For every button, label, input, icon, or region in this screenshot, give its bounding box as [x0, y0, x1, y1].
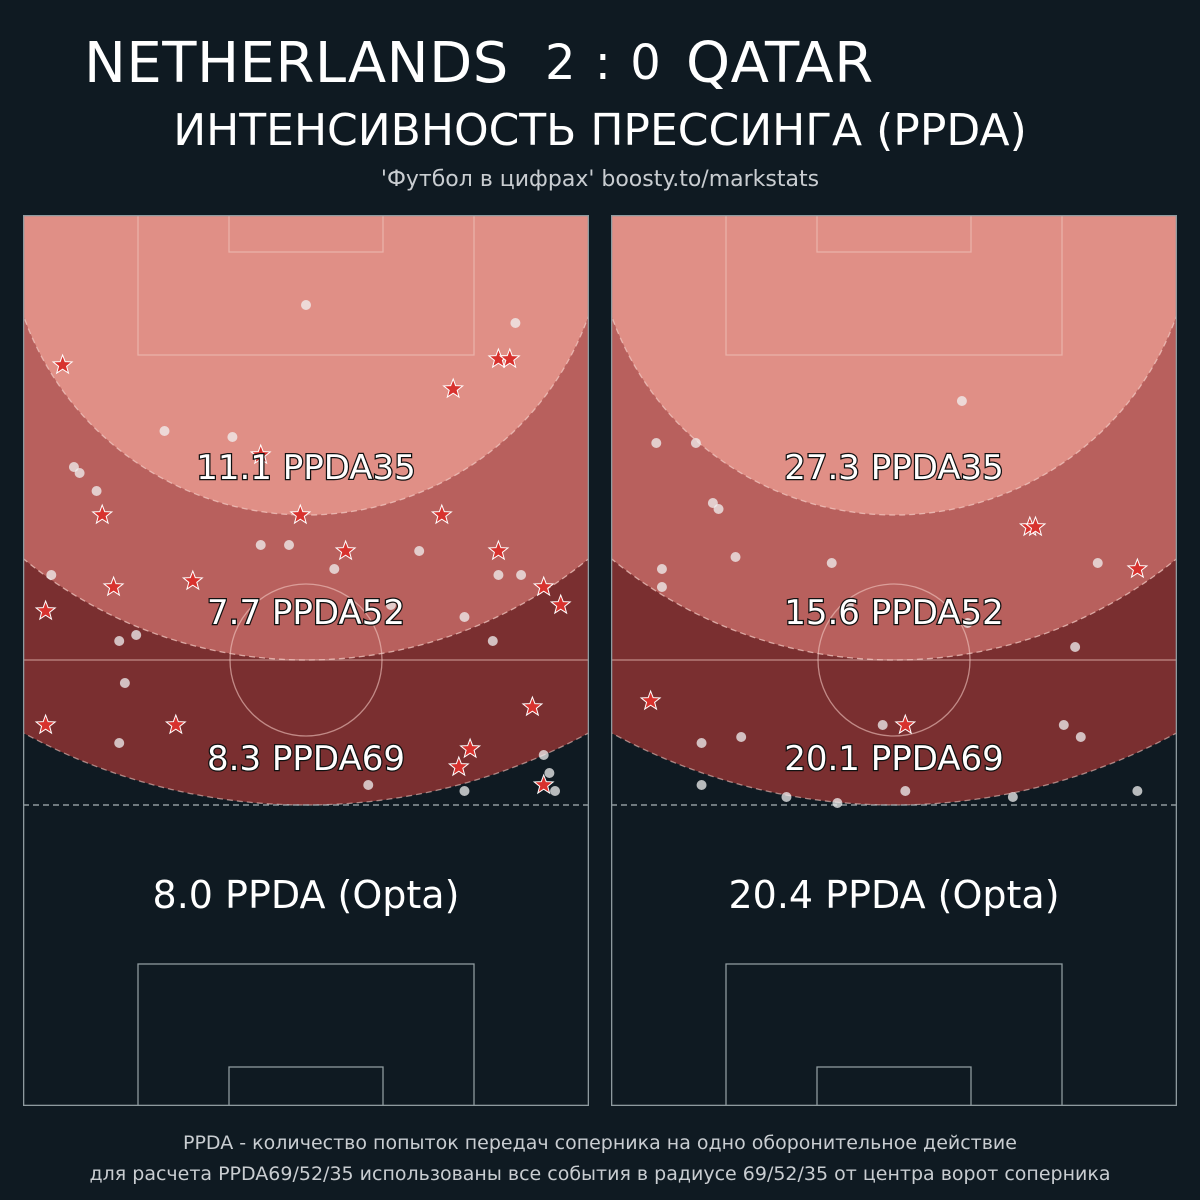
pressure-points	[34, 300, 572, 796]
pass-point	[119, 678, 130, 688]
pass-point	[159, 426, 170, 436]
pass-point	[538, 750, 549, 760]
pass-point	[550, 786, 561, 796]
pass-point	[1092, 558, 1103, 568]
pass-point	[690, 438, 701, 448]
defensive-action-star	[894, 713, 917, 735]
pass-point	[826, 558, 837, 568]
defensive-action-star	[34, 713, 57, 735]
pass-point	[962, 618, 973, 628]
pass-point	[284, 540, 295, 550]
label-ppda-opta: 8.0 PPDA (Opta)	[153, 873, 460, 917]
pressure-points	[639, 396, 1149, 808]
pass-point	[713, 504, 724, 514]
pass-point	[736, 732, 747, 742]
defensive-action-star	[51, 353, 74, 375]
credit-line: 'Футбол в цифрах' boosty.to/markstats	[380, 167, 820, 192]
label-ppda69: 20.1 PPDA69	[784, 739, 1004, 779]
footer-note: PPDA - количество попыток передач соперн…	[0, 1128, 1200, 1190]
pass-point	[255, 540, 266, 550]
defensive-action-star	[102, 575, 125, 597]
zone-ppda35	[611, 215, 1177, 516]
chart-subtitle: ИНТЕНСИВНОСТЬ ПРЕССИНГА (PPDA)	[173, 105, 1027, 156]
pass-point	[1075, 732, 1086, 742]
pass-point	[74, 468, 85, 478]
defensive-action-star	[442, 377, 465, 399]
pass-point	[227, 432, 238, 442]
pass-point	[114, 738, 125, 748]
footer-line-1: PPDA - количество попыток передач соперн…	[183, 1132, 1017, 1154]
defensive-action-star	[249, 443, 272, 465]
pitch-markings-bottom	[611, 215, 1177, 1106]
pass-point	[459, 786, 470, 796]
pass-point	[832, 798, 843, 808]
pass-point	[1132, 786, 1143, 796]
footer-line-2: для расчета PPDA69/52/35 использованы вс…	[89, 1163, 1111, 1185]
label-ppda52: 7.7 PPDA52	[207, 593, 405, 633]
defensive-action-star	[447, 755, 470, 777]
pass-point	[696, 738, 707, 748]
pass-point	[877, 720, 888, 730]
match-score: 2 : 0	[545, 35, 663, 91]
pass-point	[544, 768, 555, 778]
pass-point	[459, 612, 470, 622]
pass-point	[843, 600, 854, 610]
defensive-action-star	[91, 503, 114, 525]
pass-point	[651, 438, 662, 448]
defensive-action-star	[34, 599, 57, 621]
label-ppda-opta: 20.4 PPDA (Opta)	[728, 873, 1059, 917]
pass-point	[900, 786, 911, 796]
pass-point	[696, 780, 707, 790]
pass-point	[656, 582, 667, 592]
pitch-panel-netherlands: 11.1 PPDA35 7.7 PPDA52 8.3 PPDA69 8.0 PP…	[23, 215, 589, 1106]
label-ppda69: 8.3 PPDA69	[207, 739, 405, 779]
away-team-title: QATAR	[686, 30, 874, 96]
pass-point	[510, 318, 521, 328]
defensive-action-star	[334, 539, 357, 561]
pass-point	[329, 564, 340, 574]
pass-point	[487, 636, 498, 646]
label-ppda35: 27.3 PPDA35	[784, 448, 1004, 488]
pass-point	[46, 570, 57, 580]
defensive-action-star	[521, 695, 544, 717]
pass-point	[730, 552, 741, 562]
defensive-action-star	[1126, 557, 1149, 579]
pitch-panel-qatar: 27.3 PPDA35 15.6 PPDA52 20.1 PPDA69 20.4…	[611, 215, 1177, 1106]
pass-point	[781, 792, 792, 802]
pass-point	[301, 300, 311, 310]
pass-point	[91, 486, 102, 496]
pass-point	[1058, 720, 1069, 730]
pass-point	[956, 396, 967, 406]
defensive-action-star	[549, 593, 572, 615]
pitch-markings-bottom	[23, 215, 589, 1106]
defensive-action-star	[487, 539, 510, 561]
pass-point	[493, 570, 504, 580]
pass-point	[1007, 792, 1018, 802]
defensive-action-star	[459, 737, 482, 759]
pass-point	[1070, 642, 1081, 652]
pass-point	[656, 564, 667, 574]
pass-point	[414, 546, 425, 556]
label-ppda35: 11.1 PPDA35	[196, 448, 416, 488]
defensive-action-star	[164, 713, 187, 735]
label-ppda52: 15.6 PPDA52	[784, 593, 1004, 633]
pass-point	[516, 570, 527, 580]
pitch-markings-top	[611, 215, 1177, 737]
defensive-action-star	[1024, 515, 1047, 537]
pass-point	[114, 636, 125, 646]
defensive-action-star	[289, 503, 312, 525]
pass-point	[385, 600, 396, 610]
pitch-markings-top	[23, 215, 589, 737]
pass-point	[363, 780, 374, 790]
home-team-title: NETHERLANDS	[84, 30, 509, 96]
defensive-action-star	[532, 575, 555, 597]
defensive-action-star	[532, 773, 555, 795]
pass-point	[131, 630, 142, 640]
defensive-action-star	[498, 347, 521, 369]
defensive-action-star	[639, 689, 662, 711]
defensive-action-star	[430, 503, 453, 525]
defensive-action-star	[181, 569, 204, 591]
